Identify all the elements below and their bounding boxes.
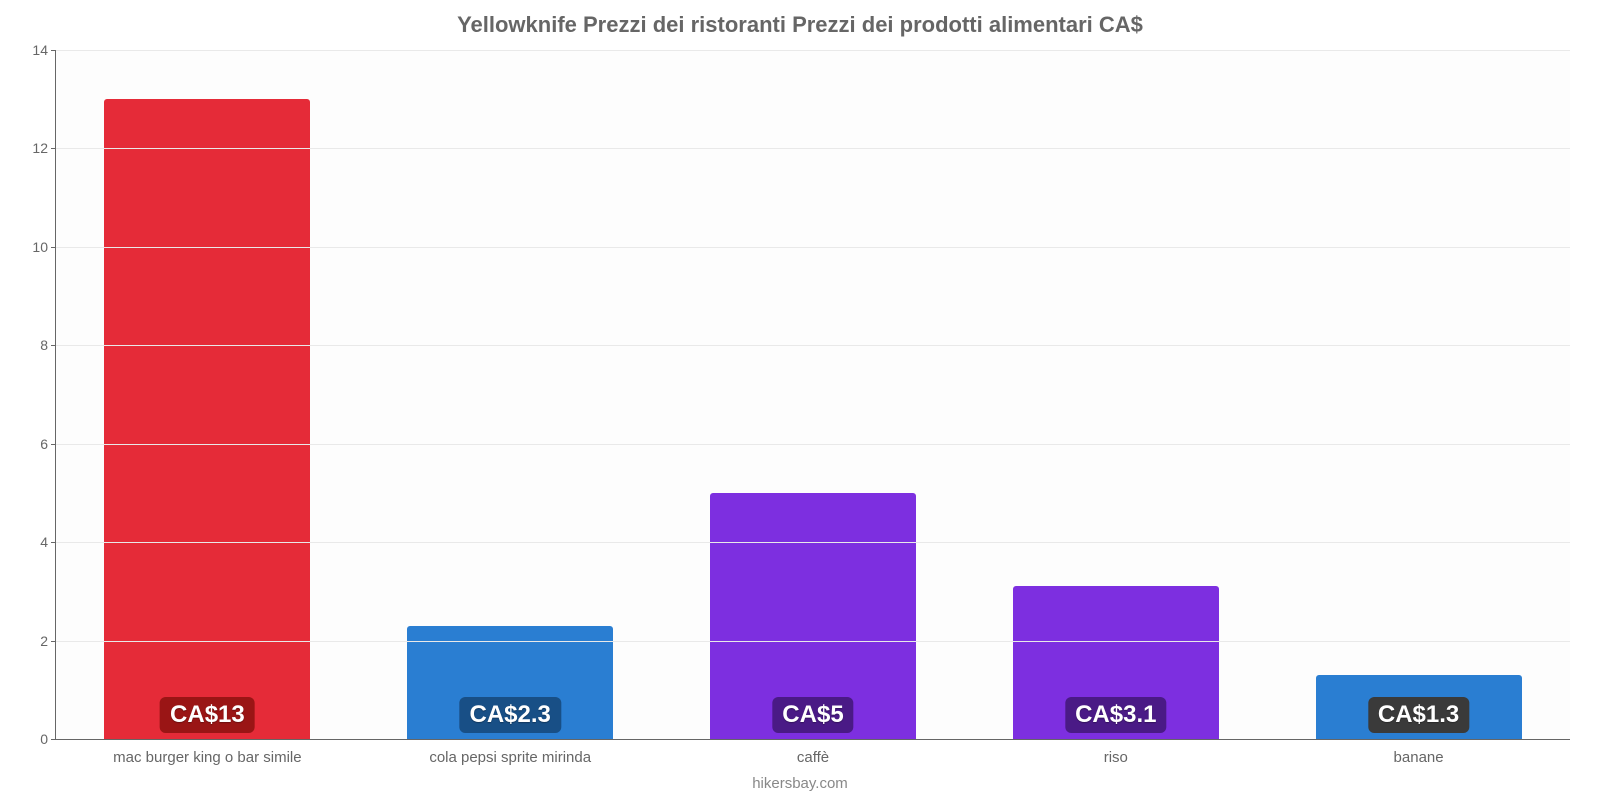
bar: CA$13 — [104, 99, 310, 739]
chart-title: Yellowknife Prezzi dei ristoranti Prezzi… — [0, 0, 1600, 46]
ytick-mark — [51, 247, 56, 248]
ytick-mark — [51, 148, 56, 149]
ytick-label: 14 — [32, 42, 48, 58]
gridline — [56, 542, 1570, 543]
gridline — [56, 641, 1570, 642]
bar-value-label: CA$3.1 — [1065, 697, 1166, 733]
gridline — [56, 148, 1570, 149]
ytick-label: 12 — [32, 140, 48, 156]
ytick-mark — [51, 542, 56, 543]
bar: CA$5 — [710, 493, 916, 739]
bar: CA$3.1 — [1013, 586, 1219, 739]
bar-slot: CA$13mac burger king o bar simile — [56, 50, 359, 739]
bar-slot: CA$3.1riso — [964, 50, 1267, 739]
ytick-label: 2 — [40, 633, 48, 649]
bars-row: CA$13mac burger king o bar simileCA$2.3c… — [56, 50, 1570, 739]
ytick-mark — [51, 739, 56, 740]
xtick-label: caffè — [797, 749, 829, 766]
gridline — [56, 247, 1570, 248]
bar: CA$1.3 — [1316, 675, 1522, 739]
ytick-label: 8 — [40, 337, 48, 353]
bar-slot: CA$1.3banane — [1267, 50, 1570, 739]
ytick-label: 10 — [32, 239, 48, 255]
gridline — [56, 444, 1570, 445]
ytick-mark — [51, 345, 56, 346]
bar-slot: CA$5caffè — [662, 50, 965, 739]
xtick-label: cola pepsi sprite mirinda — [429, 749, 591, 766]
chart-container: CA$13mac burger king o bar simileCA$2.3c… — [55, 50, 1570, 740]
plot-area: CA$13mac burger king o bar simileCA$2.3c… — [55, 50, 1570, 740]
bar-value-label: CA$2.3 — [460, 697, 561, 733]
ytick-mark — [51, 50, 56, 51]
xtick-label: mac burger king o bar simile — [113, 749, 301, 766]
bar: CA$2.3 — [407, 626, 613, 739]
bar-value-label: CA$13 — [160, 697, 255, 733]
ytick-label: 0 — [40, 731, 48, 747]
ytick-mark — [51, 444, 56, 445]
gridline — [56, 50, 1570, 51]
bar-slot: CA$2.3cola pepsi sprite mirinda — [359, 50, 662, 739]
xtick-label: riso — [1104, 749, 1128, 766]
ytick-label: 4 — [40, 534, 48, 550]
attribution-text: hikersbay.com — [0, 775, 1600, 792]
bar-value-label: CA$1.3 — [1368, 697, 1469, 733]
xtick-label: banane — [1394, 749, 1444, 766]
ytick-mark — [51, 641, 56, 642]
gridline — [56, 345, 1570, 346]
bar-value-label: CA$5 — [772, 697, 853, 733]
ytick-label: 6 — [40, 436, 48, 452]
